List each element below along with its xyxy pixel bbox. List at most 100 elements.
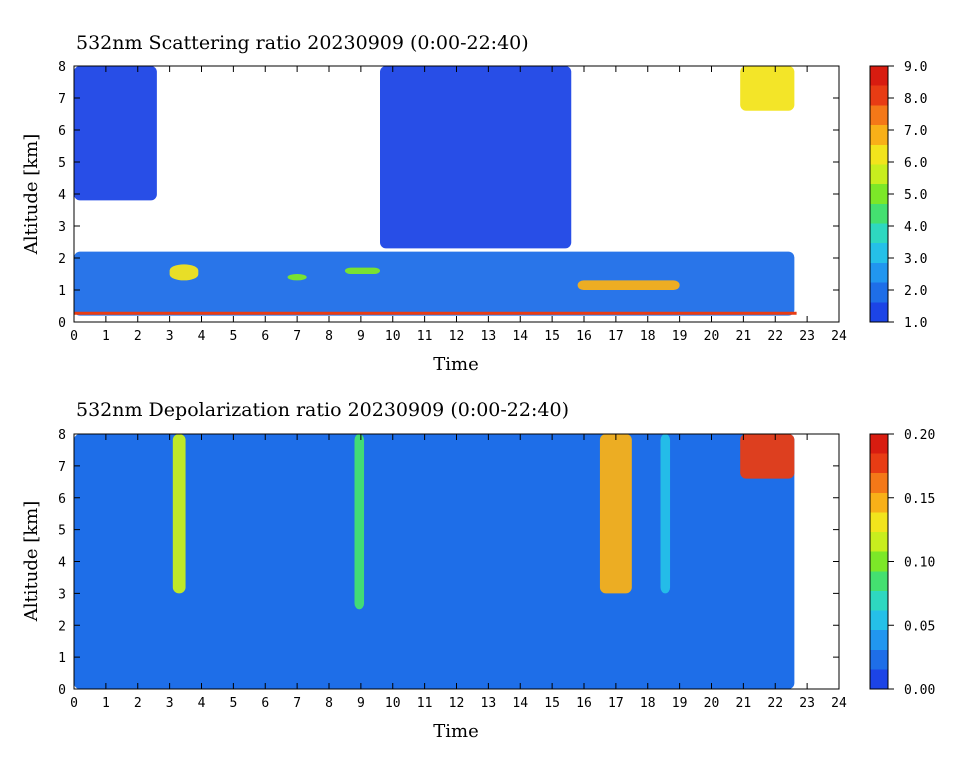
x-tick-label: 12 (449, 329, 465, 344)
heatmap-region-4 (287, 274, 307, 281)
heatmap-region-7 (740, 66, 795, 111)
colorbar-tick-label: 0.00 (904, 683, 935, 698)
colorbar-tick-label: 9.0 (904, 60, 927, 75)
x-axis-ticks: 0 1 2 3 4 5 6 7 8 9 10 11 12 13 14 15 16 17 18 19 20 21 22 23 24 (70, 434, 847, 711)
y-axis-ticks: 0 1 2 3 4 5 6 7 8 (58, 428, 839, 698)
colorbar: 0.00 0.05 0.10 0.15 0.20 (869, 428, 935, 698)
x-tick-label: 9 (357, 696, 365, 711)
y-tick-label: 4 (58, 188, 66, 203)
x-axis-label: Time (433, 721, 478, 742)
heatmap-region-5 (740, 434, 795, 479)
x-tick-label: 20 (704, 329, 720, 344)
y-tick-label: 6 (58, 124, 66, 139)
x-tick-label: 23 (799, 329, 815, 344)
heatmap-region-3 (169, 264, 199, 281)
colorbar-tick-label: 0.05 (904, 619, 935, 634)
y-tick-label: 0 (58, 683, 66, 698)
x-tick-label: 4 (198, 329, 206, 344)
x-tick-label: 23 (799, 696, 815, 711)
y-tick-label: 8 (58, 428, 66, 443)
x-tick-label: 8 (325, 329, 333, 344)
x-tick-label: 4 (198, 696, 206, 711)
x-tick-label: 7 (293, 329, 301, 344)
x-tick-label: 15 (544, 696, 560, 711)
x-tick-label: 6 (261, 696, 269, 711)
x-tick-label: 18 (640, 696, 656, 711)
colorbar-gradient (869, 433, 889, 690)
colorbar-tick-label: 7.0 (904, 124, 927, 139)
colorbar-gradient (869, 65, 889, 323)
plot-area (74, 66, 797, 316)
x-tick-label: 16 (576, 696, 592, 711)
heatmap-region-5 (344, 267, 380, 274)
surface-layer (74, 311, 797, 315)
y-tick-label: 2 (58, 619, 66, 634)
x-tick-label: 5 (229, 696, 237, 711)
heatmap-region-2 (354, 434, 365, 610)
x-tick-label: 1 (102, 696, 110, 711)
x-tick-label: 5 (229, 329, 237, 344)
x-tick-label: 8 (325, 696, 333, 711)
y-tick-label: 5 (58, 524, 66, 539)
depolarization-ratio-panel: 532nm Depolarization ratio 20230909 (0:0… (21, 399, 935, 742)
x-tick-label: 6 (261, 329, 269, 344)
colorbar-tick-label: 3.0 (904, 252, 927, 267)
heatmap-region-6 (577, 280, 680, 290)
x-tick-label: 21 (736, 696, 752, 711)
y-axis-label: Altitude [km] (21, 134, 42, 256)
x-tick-label: 3 (166, 329, 174, 344)
x-tick-label: 24 (831, 696, 847, 711)
x-tick-label: 19 (672, 329, 688, 344)
scattering-ratio-panel: 532nm Scattering ratio 20230909 (0:00-22… (21, 32, 927, 375)
chart-title: 532nm Scattering ratio 20230909 (0:00-22… (76, 32, 529, 54)
x-tick-label: 3 (166, 696, 174, 711)
x-tick-label: 17 (608, 329, 624, 344)
plot-area (74, 434, 795, 689)
x-tick-label: 13 (481, 329, 497, 344)
y-axis-label: Altitude [km] (21, 501, 42, 623)
colorbar: 1.0 2.0 3.0 4.0 5.0 6.0 7.0 8.0 9.0 (869, 60, 927, 331)
x-tick-label: 2 (134, 696, 142, 711)
x-tick-label: 17 (608, 696, 624, 711)
colorbar-tick-label: 8.0 (904, 92, 927, 107)
x-tick-label: 12 (449, 696, 465, 711)
y-tick-label: 7 (58, 92, 66, 107)
heatmap-region-3 (599, 434, 632, 594)
colorbar-tick-label: 6.0 (904, 156, 927, 171)
y-tick-label: 1 (58, 651, 66, 666)
y-tick-label: 0 (58, 316, 66, 331)
x-tick-label: 10 (385, 329, 401, 344)
y-tick-label: 6 (58, 492, 66, 507)
x-tick-label: 9 (357, 329, 365, 344)
chart-title: 532nm Depolarization ratio 20230909 (0:0… (76, 399, 569, 421)
x-tick-label: 14 (512, 329, 528, 344)
y-tick-label: 3 (58, 220, 66, 235)
x-axis-label: Time (433, 354, 478, 375)
x-tick-label: 2 (134, 329, 142, 344)
x-tick-label: 24 (831, 329, 847, 344)
colorbar-tick-label: 0.10 (904, 556, 935, 571)
y-tick-label: 2 (58, 252, 66, 267)
x-tick-label: 21 (736, 329, 752, 344)
x-tick-label: 22 (767, 696, 783, 711)
x-tick-label: 22 (767, 329, 783, 344)
y-tick-label: 4 (58, 556, 66, 571)
colorbar-tick-label: 1.0 (904, 316, 927, 331)
x-tick-label: 1 (102, 329, 110, 344)
heatmap-region-4 (660, 434, 671, 594)
x-tick-label: 10 (385, 696, 401, 711)
colorbar-tick-label: 4.0 (904, 220, 927, 235)
heatmap-region-2 (74, 251, 795, 316)
y-tick-label: 3 (58, 587, 66, 602)
x-tick-label: 14 (512, 696, 528, 711)
y-tick-label: 5 (58, 156, 66, 171)
colorbar-tick-label: 0.15 (904, 492, 935, 507)
colorbar-tick-label: 2.0 (904, 284, 927, 299)
x-tick-label: 20 (704, 696, 720, 711)
x-tick-label: 7 (293, 696, 301, 711)
y-tick-label: 1 (58, 284, 66, 299)
heatmap-region-1 (172, 434, 186, 594)
x-tick-label: 18 (640, 329, 656, 344)
colorbar-tick-label: 5.0 (904, 188, 927, 203)
y-tick-label: 8 (58, 60, 66, 75)
